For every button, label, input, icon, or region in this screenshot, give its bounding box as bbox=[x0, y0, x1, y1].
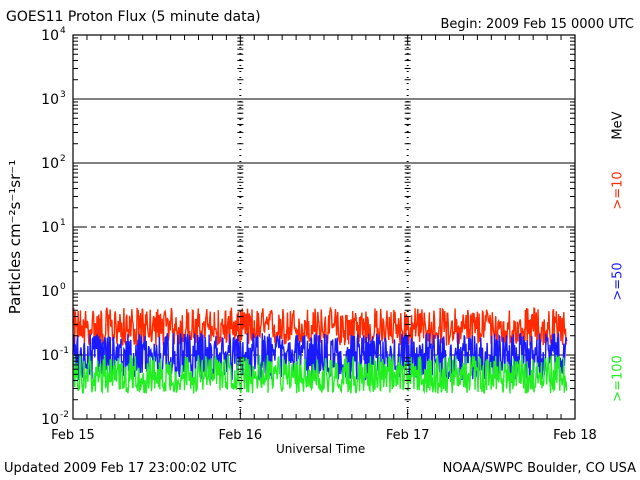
y-tick-exponent: 0 bbox=[60, 282, 66, 292]
y-tick-label: 10 bbox=[41, 284, 59, 300]
y-tick-label: 10 bbox=[41, 92, 59, 108]
y-tick-exponent: -2 bbox=[60, 410, 69, 420]
chart-title: GOES11 Proton Flux (5 minute data) bbox=[6, 9, 261, 25]
series-line-2 bbox=[72, 354, 568, 395]
y-tick-exponent: 4 bbox=[60, 26, 66, 36]
x-axis-label: Universal Time bbox=[276, 442, 366, 456]
credit-text: NOAA/SWPC Boulder, CO USA bbox=[442, 461, 636, 476]
updated-timestamp: Updated 2009 Feb 17 23:00:02 UTC bbox=[4, 461, 237, 476]
legend-ge10: >=10 bbox=[610, 171, 626, 210]
y-tick-label: 10 bbox=[41, 412, 59, 428]
begin-time: Begin: 2009 Feb 15 0000 UTC bbox=[440, 17, 634, 32]
y-axis-label: Particles cm⁻²s⁻¹sr⁻¹ bbox=[6, 159, 24, 315]
legend-ge50: >=50 bbox=[610, 262, 626, 301]
y-tick-label: 10 bbox=[41, 156, 59, 172]
y-tick-exponent: 2 bbox=[60, 154, 66, 164]
x-tick-label: Feb 15 bbox=[51, 428, 95, 443]
y-tick-exponent: -1 bbox=[60, 346, 69, 356]
y-tick-exponent: 3 bbox=[60, 90, 66, 100]
legend-ge100: >=100 bbox=[610, 355, 626, 402]
x-tick-label: Feb 17 bbox=[386, 428, 430, 443]
x-tick-label: Feb 18 bbox=[553, 428, 597, 443]
y-tick-exponent: 1 bbox=[60, 218, 66, 228]
x-tick-label: Feb 16 bbox=[218, 428, 262, 443]
y-tick-label: 10 bbox=[41, 220, 59, 236]
series-line-1 bbox=[72, 332, 568, 381]
y-tick-label: 10 bbox=[41, 348, 59, 364]
y-tick-label: 10 bbox=[41, 28, 59, 44]
